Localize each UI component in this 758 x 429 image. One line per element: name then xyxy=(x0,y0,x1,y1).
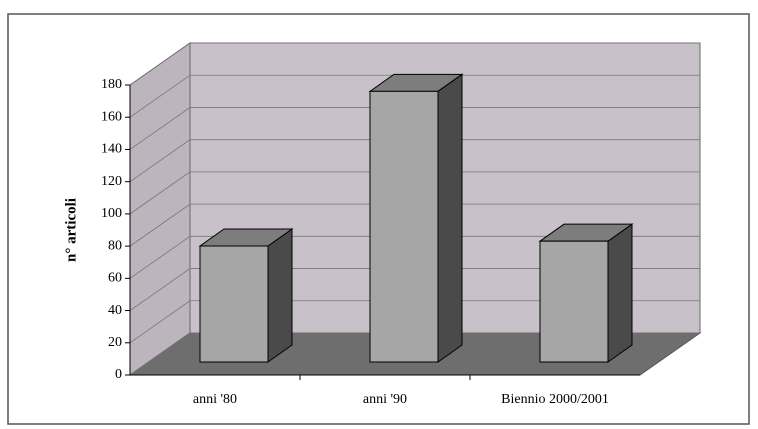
bar xyxy=(199,245,269,363)
y-tick-label: 100 xyxy=(101,206,122,221)
bar xyxy=(539,240,609,363)
y-tick-label: 80 xyxy=(108,238,122,253)
grid-line xyxy=(129,235,700,279)
grid-line xyxy=(129,74,700,118)
grid-line xyxy=(129,268,700,311)
x-tick-label: Biennio 2000/2001 xyxy=(501,392,609,407)
grid-line xyxy=(129,203,700,247)
bar-side xyxy=(437,73,463,363)
x-tick-label: anni '90 xyxy=(363,392,407,407)
grid-line xyxy=(129,171,700,215)
grid-line xyxy=(129,42,700,86)
y-tick-label: 140 xyxy=(101,142,122,157)
y-tick-label: 120 xyxy=(101,174,122,189)
grid-line xyxy=(129,139,700,182)
bar-side xyxy=(267,228,293,363)
y-axis-title: n° articoli xyxy=(63,198,79,262)
y-tick-label: 0 xyxy=(115,367,122,382)
bar xyxy=(369,90,439,363)
x-tick-label: anni '80 xyxy=(193,392,237,407)
y-tick-label: 60 xyxy=(108,271,122,286)
y-tick-label: 20 xyxy=(108,335,122,350)
y-tick-label: 180 xyxy=(101,77,122,92)
grid-line xyxy=(129,107,700,150)
y-tick-label: 40 xyxy=(108,303,122,318)
side-wall xyxy=(129,42,191,376)
grid-line xyxy=(129,332,700,376)
y-tick-label: 160 xyxy=(101,109,122,124)
bar-side xyxy=(607,223,633,363)
grid-line xyxy=(129,300,700,344)
